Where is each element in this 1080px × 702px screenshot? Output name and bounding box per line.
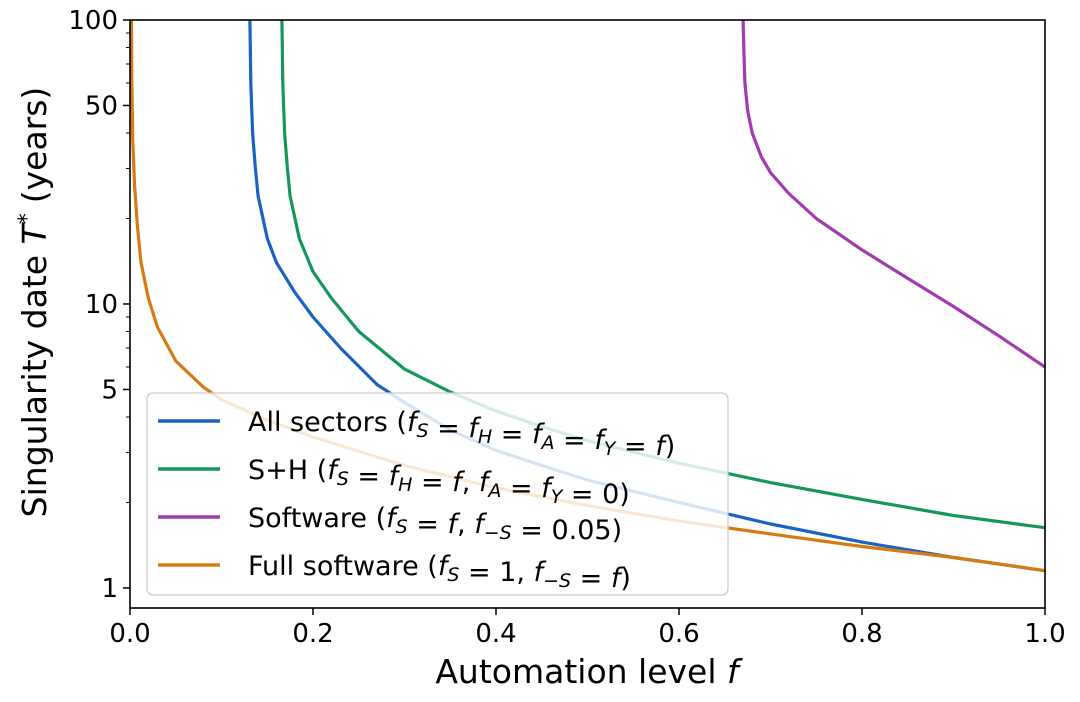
y-tick-label: 1 (101, 574, 118, 604)
legend-math-sub: S (416, 420, 428, 442)
x-tick-label: 0.2 (292, 619, 333, 649)
legend: All sectors (fS = fH = fA = fY = f)S+H (… (146, 392, 729, 596)
ticks-layer: 0.0 0.2 0.4 0.6 0.8 1.0 1 5 10 50 100 (68, 6, 1065, 649)
legend-math-op: = (408, 509, 448, 540)
series-line-1 (280, 20, 1045, 530)
legend-math-op: = (615, 431, 655, 462)
y-tick-label: 100 (68, 6, 118, 36)
y-tick-label: 5 (101, 375, 118, 405)
legend-label-prefix: Software ( (248, 503, 386, 534)
legend-math-op: , (457, 509, 474, 540)
legend-math-op: = (412, 467, 452, 498)
series-line-2 (741, 20, 1045, 369)
legend-entries: All sectors (fS = fH = fA = fY = f)S+H (… (158, 407, 675, 594)
legend-math-op: = (349, 461, 389, 492)
legend-label-prefix: S+H ( (248, 455, 327, 486)
legend-math-op: = (429, 413, 469, 444)
legend-math-op: = (571, 563, 611, 594)
legend-label-prefix: Full software ( (248, 551, 438, 582)
legend-box (146, 392, 729, 596)
legend-label-suffix: ) (619, 479, 630, 510)
legend-math-sub: Y (604, 438, 617, 460)
y-tick-label: 50 (85, 91, 118, 121)
legend-math-sub: H (398, 474, 412, 496)
legend-math-sub: A (539, 432, 554, 454)
legend-math-sub: S (337, 468, 349, 490)
series-line-0 (248, 20, 1045, 573)
y-axis-label-var: T (15, 221, 54, 244)
legend-label-suffix: ) (612, 515, 623, 546)
plot-frame (129, 19, 1046, 609)
legend-math-sub: S (447, 564, 459, 586)
legend-math-op: = 0 (562, 479, 619, 510)
y-axis-label-text: Singularity date (15, 255, 54, 517)
legend-label-suffix: ) (665, 431, 676, 462)
legend-math-sub: Y (551, 486, 564, 508)
legend-math-sub: −S (543, 570, 571, 592)
legend-label-suffix: ) (620, 563, 631, 594)
legend-math-sub: H (478, 426, 492, 448)
legend-math-op: = (554, 425, 594, 456)
x-tick-label: 0.8 (841, 619, 882, 649)
x-axis-label: Automation level f (435, 652, 743, 691)
legend-label-2: Software (fS = f, f−S = 0.05) (248, 503, 622, 546)
legend-label-prefix: All sectors ( (248, 407, 407, 438)
legend-math-sub: S (396, 516, 408, 538)
y-tick-label: 10 (85, 290, 118, 320)
x-tick-label: 0.0 (109, 619, 150, 649)
x-tick-label: 0.6 (658, 619, 699, 649)
legend-math-op: = 1, (459, 557, 533, 588)
x-axis-label-var: f (727, 652, 743, 691)
legend-math-sub: −S (484, 522, 512, 544)
legend-label-3: Full software (fS = 1, f−S = f) (248, 551, 631, 594)
x-tick-label: 1.0 (1024, 619, 1065, 649)
legend-math-op: = 0.05 (512, 515, 612, 546)
y-axis-label-sup: * (15, 213, 40, 224)
legend-label-1: S+H (fS = fH = f, fA = fY = 0) (248, 455, 630, 510)
y-axis-label-unit: (years) (15, 87, 54, 204)
legend-math-op: = (501, 473, 541, 504)
legend-math-sub: A (486, 480, 501, 502)
y-axis-label: Singularity date T* (years) (15, 87, 54, 518)
legend-math-op: = (492, 419, 532, 450)
x-axis-label-text: Automation level (435, 652, 716, 691)
x-tick-label: 0.4 (475, 619, 516, 649)
legend-math-op: , (462, 467, 479, 498)
